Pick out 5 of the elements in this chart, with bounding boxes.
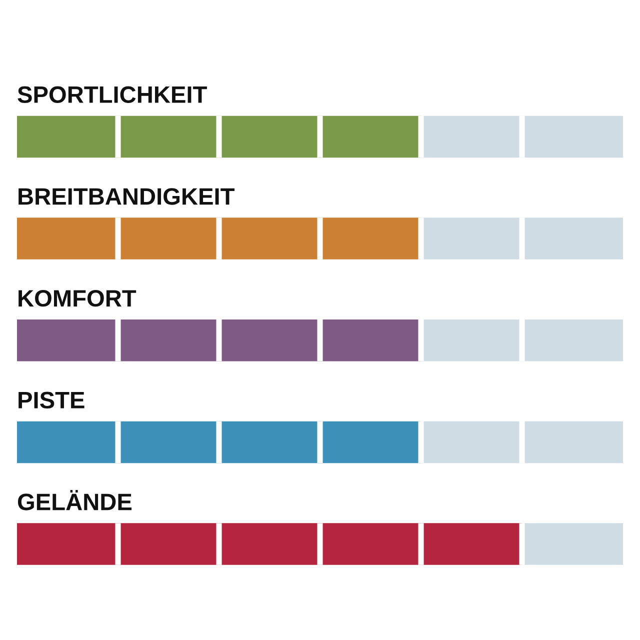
y-tick-label: KOMFORT bbox=[18, 290, 136, 307]
y-tick-label: BREITBANDIGKEIT bbox=[18, 188, 234, 205]
y-tick-label: SPORTLICHKEIT bbox=[18, 86, 207, 104]
y-tick-label: PISTE bbox=[18, 392, 84, 409]
y-tick-label: GELÄNDE bbox=[18, 490, 132, 510]
